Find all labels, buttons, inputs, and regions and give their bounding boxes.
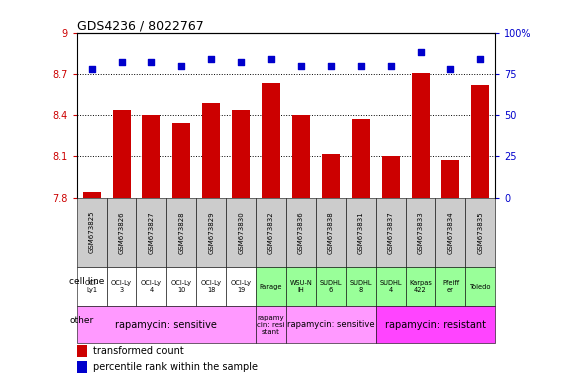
FancyBboxPatch shape [286, 198, 316, 267]
Text: GDS4236 / 8022767: GDS4236 / 8022767 [77, 20, 203, 33]
Point [117, 59, 126, 65]
Text: GSM673828: GSM673828 [178, 211, 185, 253]
Bar [412, 73, 429, 198]
Point [296, 63, 306, 69]
Text: GSM673836: GSM673836 [298, 211, 304, 253]
Text: rapamycin: resistant: rapamycin: resistant [385, 319, 486, 329]
Text: OCI-Ly
19: OCI-Ly 19 [231, 280, 252, 293]
Point [147, 59, 156, 65]
Text: GSM673829: GSM673829 [208, 211, 214, 253]
Text: rapamycin: sensitive: rapamycin: sensitive [115, 319, 218, 329]
FancyBboxPatch shape [166, 267, 197, 306]
Bar [172, 123, 190, 198]
FancyBboxPatch shape [197, 267, 226, 306]
Point [266, 56, 275, 62]
Text: Pfeiff
er: Pfeiff er [442, 280, 459, 293]
Point [237, 59, 246, 65]
Text: GSM673837: GSM673837 [387, 211, 394, 253]
Bar [202, 103, 220, 198]
Bar [262, 83, 280, 198]
Text: GSM673834: GSM673834 [448, 211, 453, 253]
Text: OCI-Ly
4: OCI-Ly 4 [141, 280, 162, 293]
Text: GSM673838: GSM673838 [328, 211, 334, 253]
Point [326, 63, 335, 69]
Text: GSM673833: GSM673833 [417, 211, 424, 253]
FancyBboxPatch shape [375, 267, 406, 306]
Bar [77, 361, 87, 373]
Text: Farage: Farage [260, 284, 282, 290]
Text: GSM673827: GSM673827 [148, 211, 154, 253]
Point [446, 66, 455, 72]
Point [356, 63, 365, 69]
Text: OCI-Ly
10: OCI-Ly 10 [171, 280, 192, 293]
Bar [441, 161, 460, 198]
FancyBboxPatch shape [136, 267, 166, 306]
Bar [352, 119, 370, 198]
FancyBboxPatch shape [197, 198, 226, 267]
Text: transformed count: transformed count [93, 346, 184, 356]
Bar [77, 345, 87, 357]
FancyBboxPatch shape [286, 306, 375, 343]
Text: GSM673832: GSM673832 [268, 211, 274, 253]
FancyBboxPatch shape [256, 198, 286, 267]
FancyBboxPatch shape [436, 198, 465, 267]
Text: Toledo: Toledo [470, 284, 491, 290]
Point [177, 63, 186, 69]
Text: rapamycin: sensitive: rapamycin: sensitive [287, 320, 375, 329]
Text: OCI-Ly
18: OCI-Ly 18 [201, 280, 222, 293]
Bar [471, 85, 489, 198]
FancyBboxPatch shape [465, 267, 495, 306]
FancyBboxPatch shape [107, 198, 136, 267]
FancyBboxPatch shape [286, 267, 316, 306]
FancyBboxPatch shape [375, 198, 406, 267]
FancyBboxPatch shape [465, 198, 495, 267]
Text: GSM673826: GSM673826 [119, 211, 124, 253]
FancyBboxPatch shape [256, 267, 286, 306]
FancyBboxPatch shape [346, 267, 375, 306]
Bar [232, 109, 250, 198]
Text: OCI-Ly
3: OCI-Ly 3 [111, 280, 132, 293]
FancyBboxPatch shape [375, 306, 495, 343]
Text: SUDHL
8: SUDHL 8 [349, 280, 372, 293]
FancyBboxPatch shape [256, 306, 286, 343]
Bar [143, 115, 160, 198]
FancyBboxPatch shape [77, 306, 256, 343]
FancyBboxPatch shape [107, 267, 136, 306]
FancyBboxPatch shape [436, 267, 465, 306]
FancyBboxPatch shape [406, 267, 436, 306]
Bar [83, 192, 101, 198]
FancyBboxPatch shape [346, 198, 375, 267]
Text: percentile rank within the sample: percentile rank within the sample [93, 362, 258, 372]
FancyBboxPatch shape [316, 198, 346, 267]
Bar [382, 156, 400, 198]
Text: GSM673830: GSM673830 [238, 211, 244, 253]
Point [386, 63, 395, 69]
Text: GSM673831: GSM673831 [358, 211, 364, 253]
FancyBboxPatch shape [136, 198, 166, 267]
Text: SUDHL
6: SUDHL 6 [320, 280, 342, 293]
Point [87, 66, 96, 72]
Text: Karpas
422: Karpas 422 [409, 280, 432, 293]
FancyBboxPatch shape [406, 198, 436, 267]
Text: GSM673825: GSM673825 [89, 211, 95, 253]
Text: GSM673835: GSM673835 [477, 211, 483, 253]
Point [476, 56, 485, 62]
FancyBboxPatch shape [77, 267, 107, 306]
Text: cell line: cell line [69, 277, 105, 286]
Bar [292, 115, 310, 198]
Bar [112, 109, 131, 198]
Text: rapamy
cin: resi
stant: rapamy cin: resi stant [257, 314, 285, 334]
Text: SUDHL
4: SUDHL 4 [379, 280, 402, 293]
FancyBboxPatch shape [316, 267, 346, 306]
Text: WSU-N
IH: WSU-N IH [290, 280, 312, 293]
Bar [322, 154, 340, 198]
FancyBboxPatch shape [226, 267, 256, 306]
Point [416, 50, 425, 56]
FancyBboxPatch shape [77, 198, 107, 267]
FancyBboxPatch shape [166, 198, 197, 267]
Point [207, 56, 216, 62]
FancyBboxPatch shape [226, 198, 256, 267]
Text: other: other [69, 316, 94, 324]
Text: OCI-
Ly1: OCI- Ly1 [85, 280, 99, 293]
